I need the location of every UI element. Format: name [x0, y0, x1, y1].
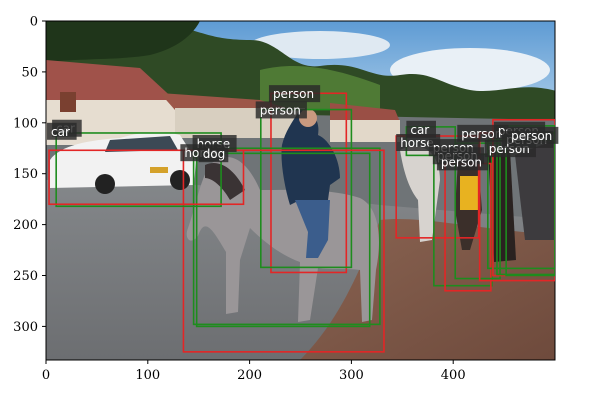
y-tick-label: 300 — [13, 320, 38, 335]
y-tick-label: 100 — [13, 116, 38, 131]
person-label: person — [461, 127, 502, 141]
person-label: person — [511, 129, 552, 143]
person-label: person — [273, 87, 314, 101]
car-label: car — [410, 123, 429, 137]
car-label-bg — [47, 122, 77, 140]
car-gt-box — [55, 132, 222, 208]
person-label: person — [441, 155, 482, 169]
y-tick-label: 200 — [13, 218, 38, 233]
car-pred-box — [48, 149, 245, 206]
y-tick-label: 250 — [13, 269, 38, 284]
person-label: person — [260, 103, 301, 117]
x-tick-label: 400 — [441, 368, 466, 383]
dog-gt-box — [195, 152, 371, 328]
y-tick-label: 50 — [21, 65, 38, 80]
car-label-bg — [406, 120, 436, 138]
dog-label: dog — [203, 147, 226, 161]
horse-label: horse — [400, 136, 434, 150]
person-label-bg — [507, 126, 559, 144]
x-tick-label: 0 — [42, 368, 50, 383]
horse-pred-box — [182, 149, 385, 353]
person-label-bg — [436, 153, 489, 171]
y-tick-label: 150 — [13, 167, 38, 182]
car-label: car — [51, 125, 70, 139]
axis-ticks: 0 100 200 300 400 0 50 100 150 200 250 300 — [13, 15, 465, 384]
scene-photo — [46, 21, 555, 360]
person-label-bg — [268, 85, 321, 103]
x-tick-label: 300 — [339, 368, 364, 383]
detection-labels: personpersonhorsehorsedogcarcarhorsecarp… — [47, 85, 559, 171]
dog-label-bg — [198, 145, 229, 163]
y-tick-label: 0 — [30, 15, 38, 30]
x-tick-label: 200 — [237, 368, 262, 383]
x-tick-label: 100 — [135, 368, 160, 383]
horse-gt-box — [192, 147, 381, 326]
person-label-bg — [255, 101, 307, 119]
